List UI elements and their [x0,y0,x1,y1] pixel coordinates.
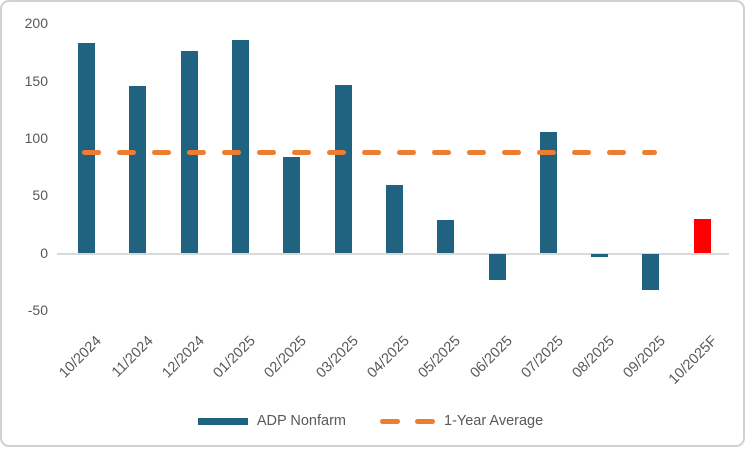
x-axis-tick-label: 10/2025F [665,333,721,388]
average-line-dash [362,149,381,155]
bar [539,132,557,254]
x-axis-tick-label: 10/2024 [56,333,105,382]
average-line-dash [117,149,136,155]
x-axis-tick-label: 02/2025 [261,333,311,382]
average-line-dash [467,149,486,155]
x-axis-tick-label: 06/2025 [466,333,516,382]
average-line-dash [432,149,451,155]
average-line-dash [187,149,206,155]
average-line-swatch-icon [380,418,435,424]
average-line-dash [222,149,241,155]
average-line-dash [152,149,171,155]
chart-frame [0,0,745,447]
bar [437,220,455,254]
legend-item-1-year-average: 1-Year Average [380,413,543,429]
average-line-dash [292,149,311,155]
average-line-dash [607,149,626,155]
average-line-dash [257,149,276,155]
y-axis-tick-label: 150 [24,72,48,89]
average-line-dash [572,149,591,155]
bar [591,253,609,257]
x-axis-tick-label: 12/2024 [159,333,208,382]
bar [78,42,96,254]
bar [385,184,403,254]
average-line-dash [502,149,521,155]
y-axis-tick-label: -50 [27,301,48,318]
x-axis-tick-label: 09/2025 [620,333,670,382]
bar [232,40,249,254]
x-axis-tick-label: 05/2025 [415,333,465,382]
x-axis-tick-label: 03/2025 [313,333,362,382]
y-axis-tick-label: 100 [24,129,48,146]
adp-nonfarm-swatch-icon [197,417,248,425]
bar [488,253,506,280]
x-axis-line [57,252,729,255]
bar [283,157,301,254]
x-axis-tick-label: 07/2025 [518,333,567,382]
y-axis-tick-label: 0 [40,244,48,261]
average-line-dash [327,149,346,155]
legend-label-1-year-average: 1-Year Average [444,413,544,429]
legend-label-adp-nonfarm: ADP Nonfarm [256,413,346,429]
bar [129,86,147,254]
y-axis-tick-label: 50 [32,187,48,204]
bar-forecast [693,219,711,254]
legend-item-adp-nonfarm: ADP Nonfarm [197,413,346,429]
x-axis-tick-label: 04/2025 [364,333,413,382]
x-axis-tick-label: 11/2024 [108,333,157,381]
average-line-dash [82,149,101,155]
x-axis-tick-label: 08/2025 [569,333,618,382]
y-axis-tick-label: 200 [24,15,48,32]
average-line-dash [537,149,556,155]
x-axis-tick-label: 01/2025 [210,333,259,382]
average-line-dash [642,149,657,155]
chart-legend: ADP Nonfarm 1-Year Average [0,411,741,431]
average-line-dash [397,149,416,155]
bar [642,253,660,291]
bar [334,85,352,254]
